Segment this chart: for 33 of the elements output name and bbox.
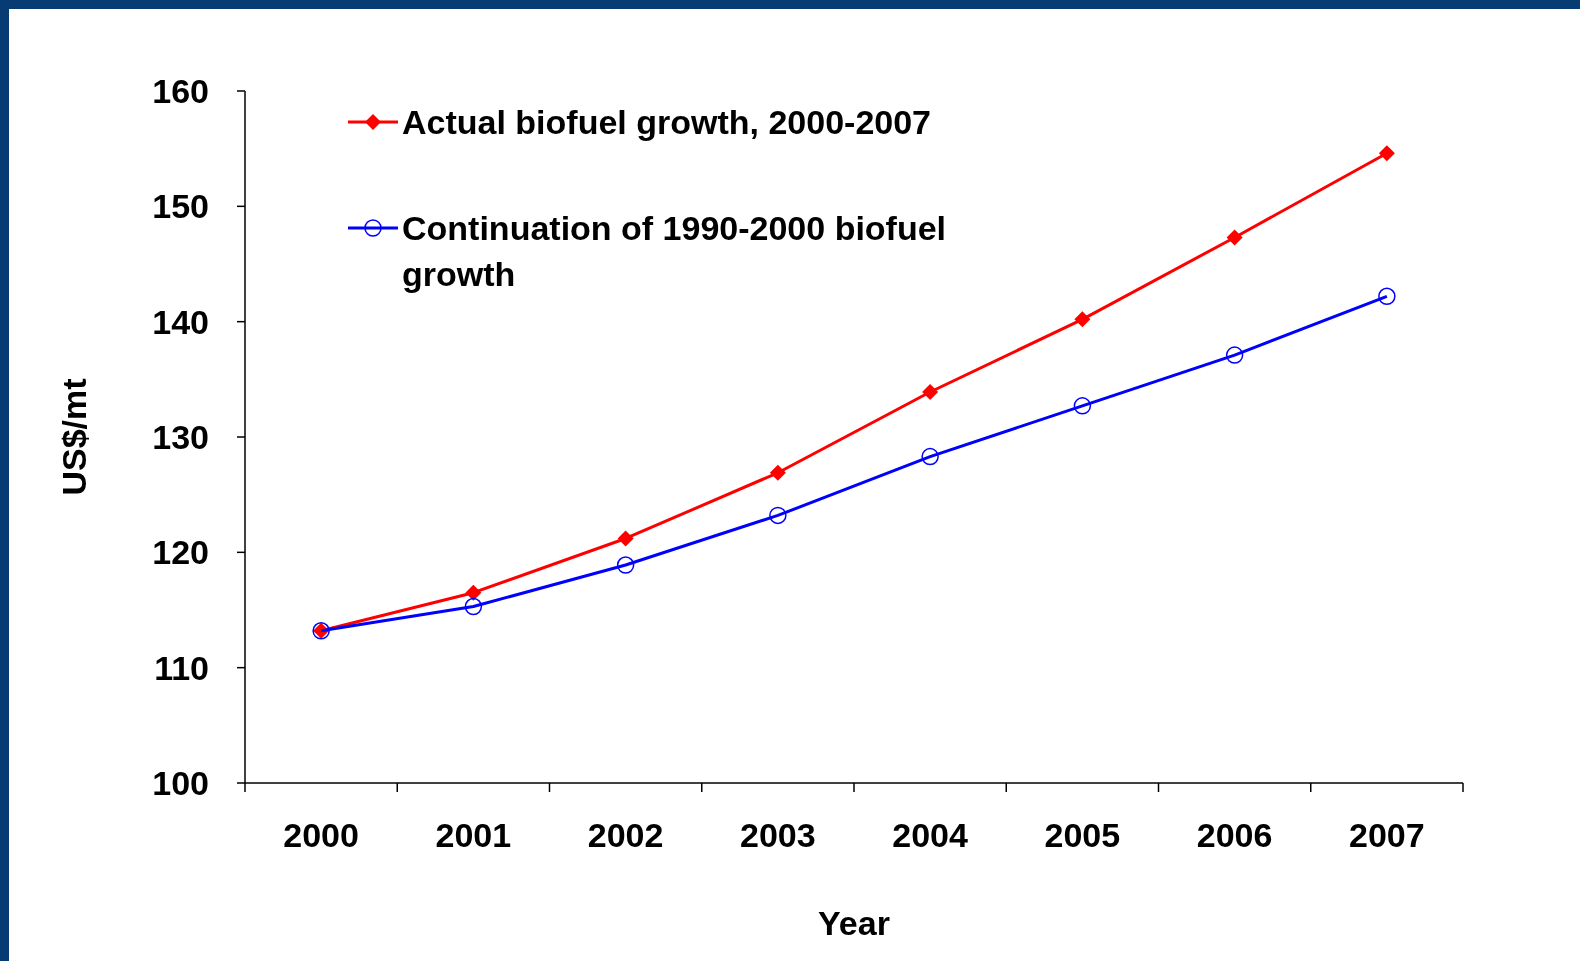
point (1225, 346, 1244, 364)
point (1378, 287, 1396, 306)
legend-label: Continuation of 1990-2000 biofuel growth (402, 208, 947, 293)
y-tick-label: 160 (152, 71, 209, 110)
x-tick-label: 2006 (1196, 816, 1273, 854)
x-tick-label: 2005 (1044, 816, 1121, 854)
point (769, 506, 787, 525)
legend-label: Actual biofuel growth, 2000-2007 (402, 102, 932, 141)
y-tick-label: 130 (152, 417, 209, 456)
point (616, 556, 635, 574)
y-tick-label: 120 (152, 533, 209, 572)
point (769, 464, 786, 481)
point (921, 447, 939, 466)
point (465, 584, 482, 601)
y-tick-label: 100 (152, 763, 209, 802)
point (1074, 311, 1091, 328)
point (1378, 145, 1395, 162)
x-tick-label: 2007 (1349, 816, 1425, 854)
y-tick-label: 150 (152, 187, 209, 226)
x-tick-label: 2000 (283, 816, 359, 854)
y-tick-label: 140 (152, 302, 209, 341)
x-axis-title: Year (818, 904, 890, 942)
point (1226, 229, 1243, 246)
point (464, 597, 483, 616)
x-tick-label: 2001 (435, 816, 512, 854)
y-tick-label: 110 (154, 648, 209, 687)
x-tick-label: 2003 (740, 816, 816, 854)
x-tick-label: 2002 (587, 816, 664, 854)
y-axis-title: US$/mt (55, 378, 93, 496)
point (1073, 397, 1092, 415)
x-tick-label: 2004 (892, 816, 969, 854)
point (922, 384, 939, 401)
point (617, 530, 634, 547)
